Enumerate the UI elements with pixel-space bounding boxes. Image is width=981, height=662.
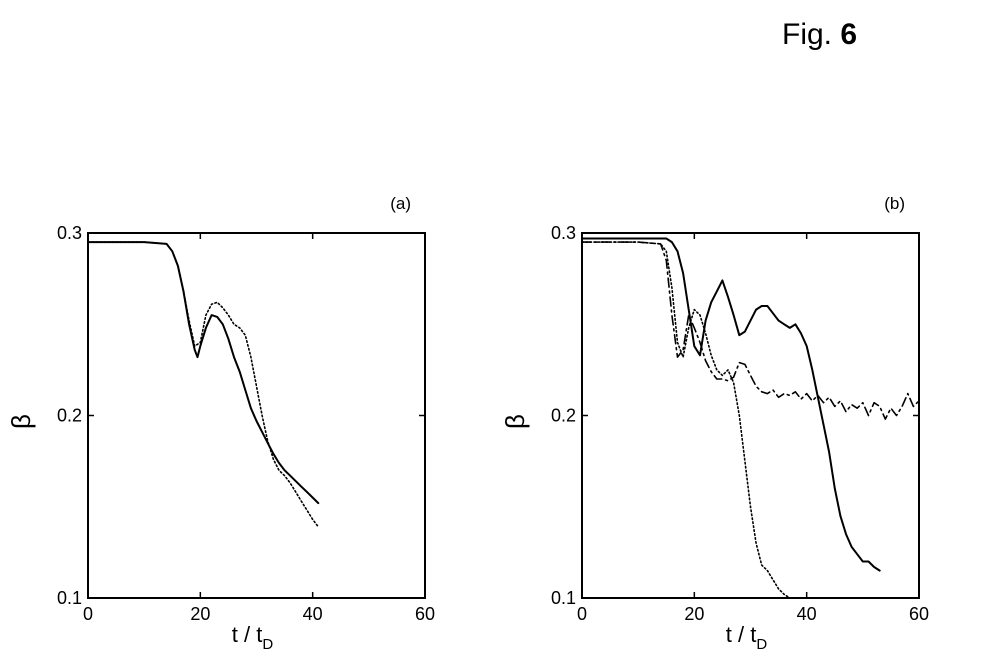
x-tick-label: 60	[415, 604, 435, 624]
y-tick-label: 0.1	[57, 588, 82, 608]
series-line-dashed	[581, 241, 920, 420]
x-axis-label-subscript: D	[756, 636, 767, 653]
x-tick-label: 20	[190, 604, 210, 624]
y-tick-label: 0.1	[551, 588, 576, 608]
x-tick-label: 0	[83, 604, 93, 624]
x-tick-label: 0	[577, 604, 587, 624]
y-tick-label: 0.2	[551, 406, 576, 426]
chart-panel-a: 0 20 40 600.10.20.3t / tDβ(a)	[6, 194, 435, 653]
y-tick-label: 0.2	[57, 406, 82, 426]
x-tick-label: 40	[797, 604, 817, 624]
y-tick-label: 0.3	[551, 223, 576, 243]
panel-label: (a)	[390, 194, 411, 213]
x-axis-label: t / tD	[232, 622, 274, 653]
chart-panel-b: 0 20 40 600.10.20.3t / tDβ(b)	[500, 194, 929, 653]
x-axis-label-main: t / t	[232, 622, 263, 647]
y-tick-label: 0.3	[57, 223, 82, 243]
x-tick-label: 60	[909, 604, 929, 624]
figure-prefix: Fig.	[782, 18, 833, 51]
series-line-solid	[581, 237, 881, 572]
series-line-solid	[87, 241, 320, 505]
y-axis-label: β	[500, 414, 530, 429]
x-axis-label-subscript: D	[262, 636, 273, 653]
x-tick-label: 20	[684, 604, 704, 624]
figure-number: 6	[840, 18, 858, 51]
x-axis-label-main: t / t	[726, 622, 757, 647]
series-line-dotted	[87, 241, 320, 528]
series-line-dotted	[581, 241, 791, 599]
x-tick-label: 40	[303, 604, 323, 624]
panel-label: (b)	[884, 194, 905, 213]
figure-label: Fig. 6	[782, 18, 857, 52]
x-axis-label: t / tD	[726, 622, 768, 653]
y-axis-label: β	[6, 414, 36, 429]
plot-frame	[87, 232, 426, 599]
